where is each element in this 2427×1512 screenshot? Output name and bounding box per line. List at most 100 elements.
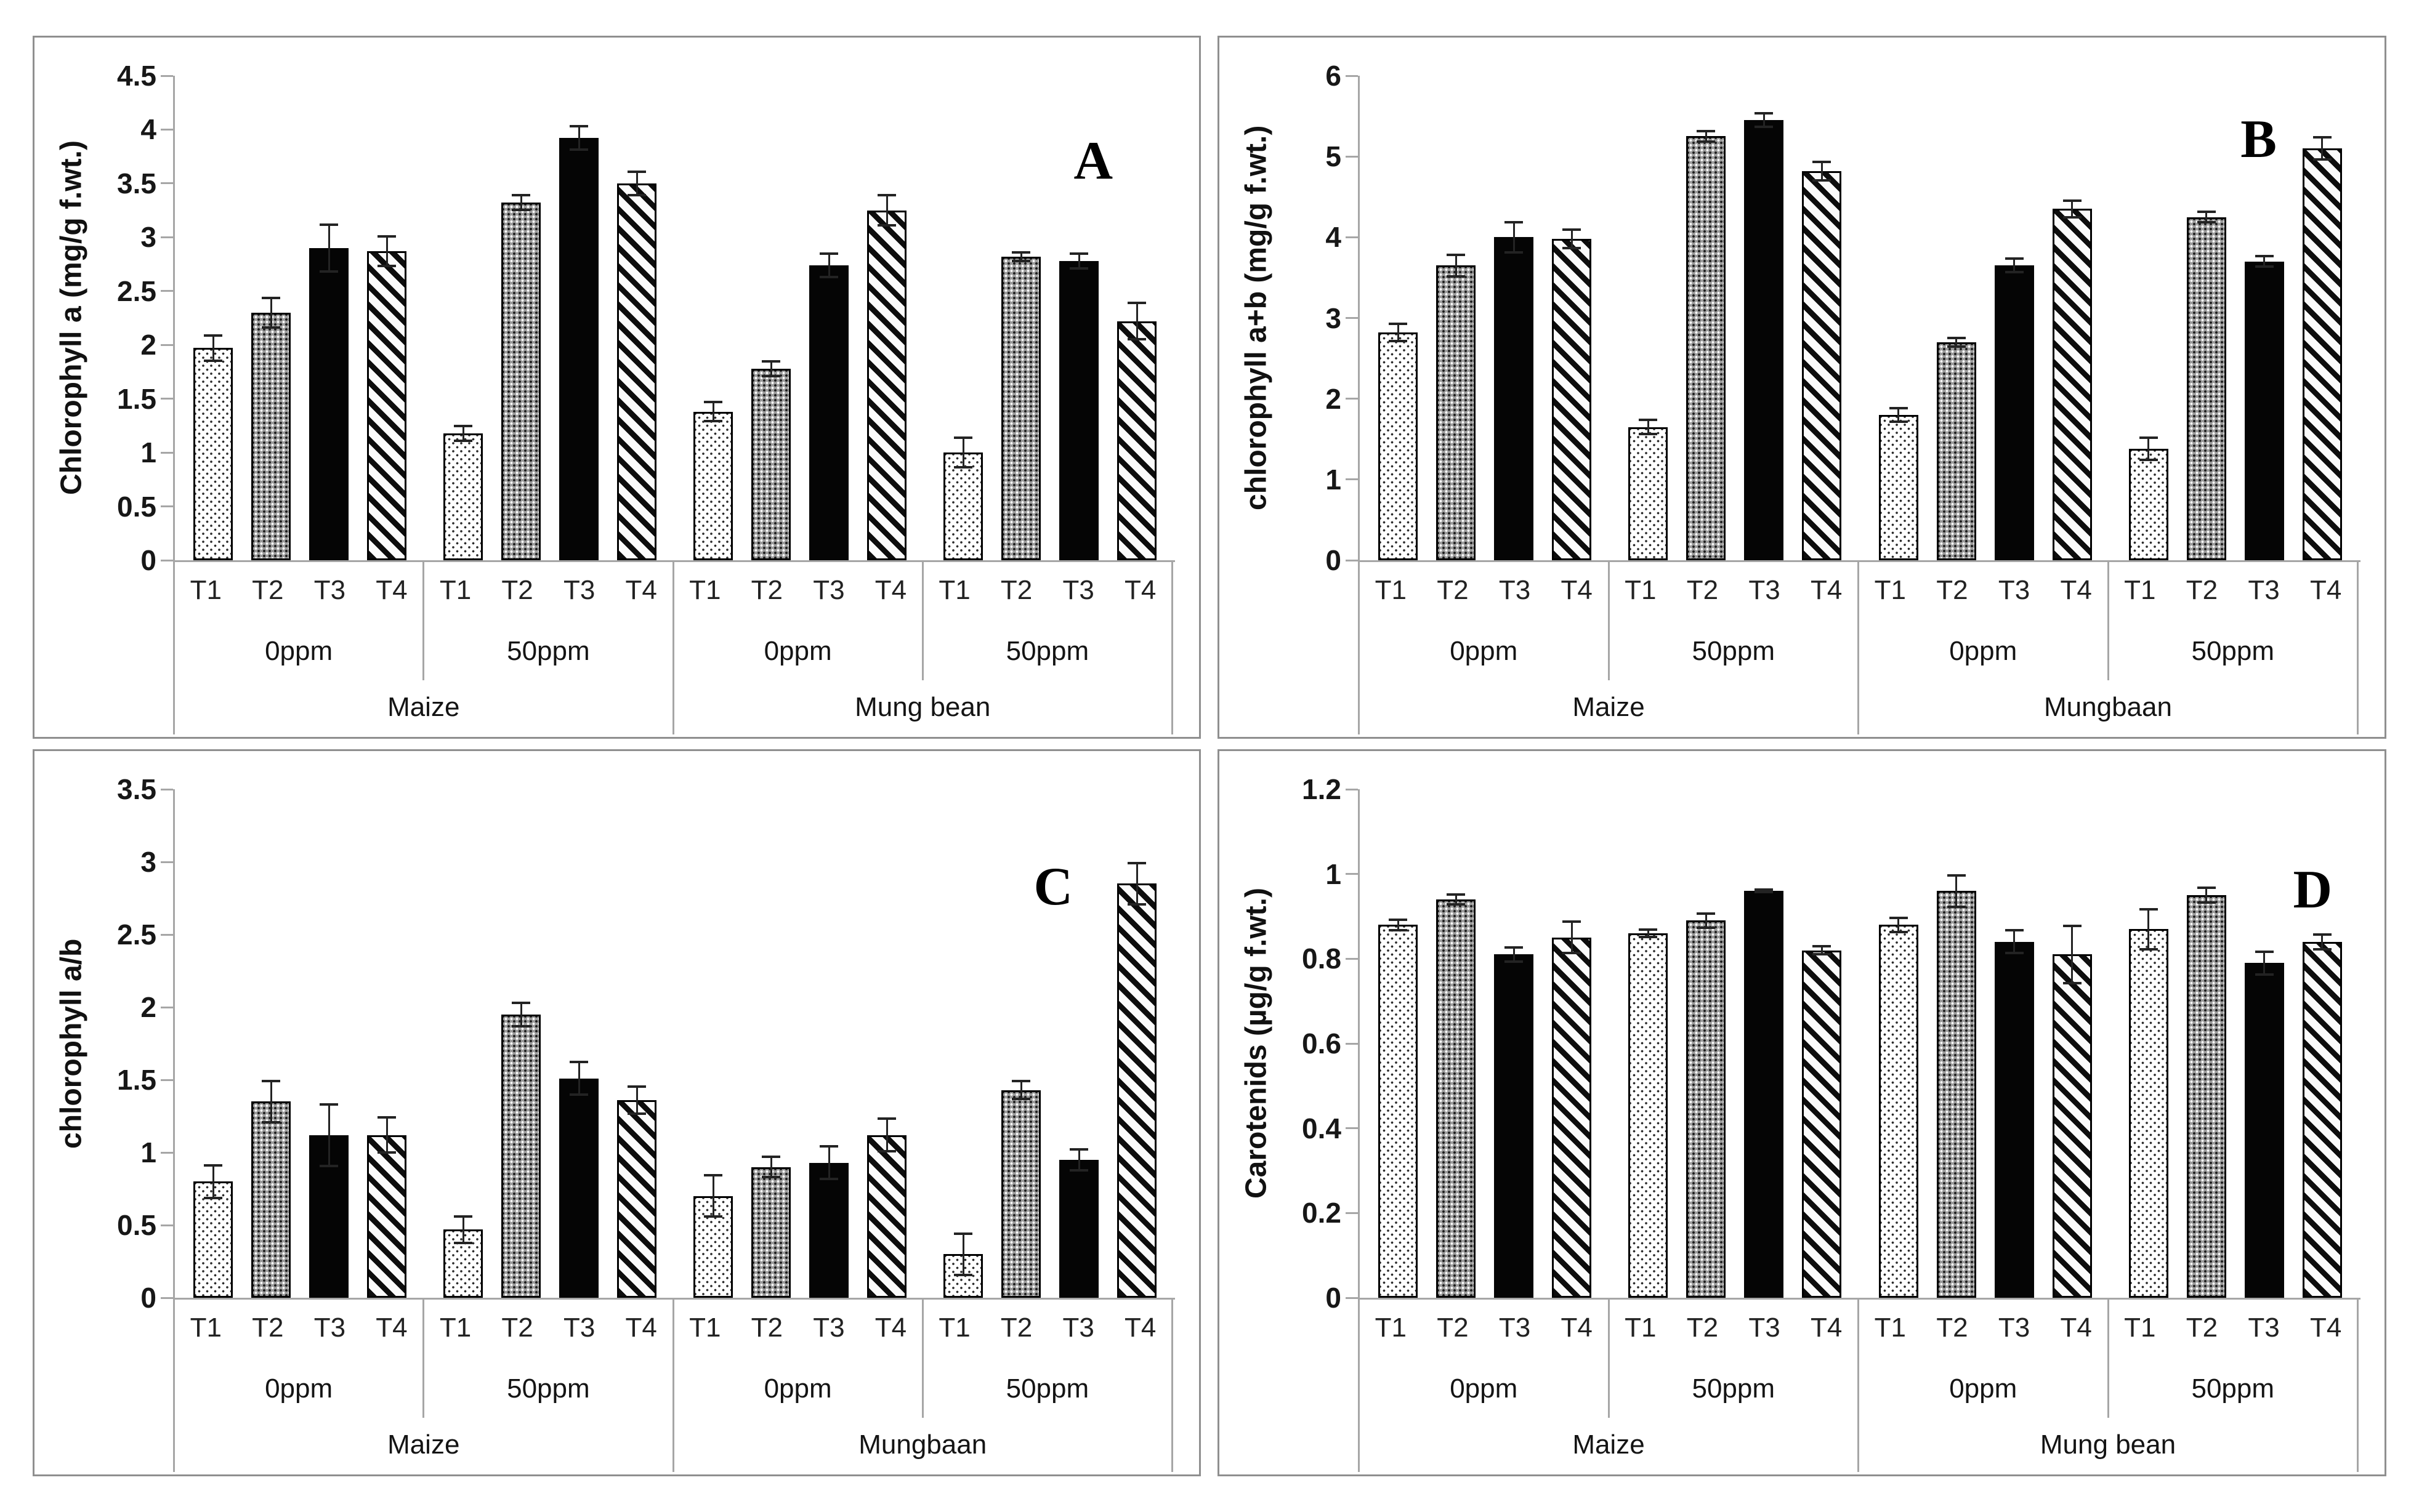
species-label-row: Maize Mungbaan xyxy=(1360,680,2357,734)
dose-label: 50ppm xyxy=(2107,622,2357,680)
treatment-label: T4 xyxy=(376,1313,408,1343)
bar-t1 xyxy=(1878,925,1918,1298)
y-tick-label: 0.6 xyxy=(1302,1027,1341,1060)
error-bar xyxy=(1755,112,1774,129)
bar-t2 xyxy=(1686,136,1726,560)
species-label-row: Maize Mung bean xyxy=(1360,1418,2357,1472)
bar-t1 xyxy=(1878,414,1918,560)
treatment-label: T1 xyxy=(190,575,222,605)
dose-label-row: 0ppm 50ppm 0ppm 50ppm xyxy=(1360,622,2357,680)
bar-slot xyxy=(2052,789,2092,1298)
bar-slot xyxy=(751,76,791,560)
treatment-label: T4 xyxy=(874,575,907,605)
treatment-label: T4 xyxy=(2310,575,2342,605)
treatment-label: T1 xyxy=(190,1313,222,1343)
bar-slot xyxy=(617,76,656,560)
bar-slot xyxy=(1378,76,1418,560)
bar-t3 xyxy=(559,1078,599,1298)
error-bar xyxy=(1012,1080,1030,1101)
bar-t3 xyxy=(1744,120,1784,560)
dose-label: 50ppm xyxy=(422,1359,672,1418)
dose-label: 0ppm xyxy=(672,622,922,680)
y-tick-mark xyxy=(161,1079,173,1081)
bar-t4 xyxy=(1117,883,1157,1298)
error-bar xyxy=(2139,436,2158,462)
panel-b: chlorophyll a+b (mg/g f.wt.) B 0 1 2 3 4 5 6 T1 T2… xyxy=(1218,36,2386,739)
bar-group xyxy=(925,789,1175,1298)
bar-group xyxy=(1860,789,2110,1298)
y-tick-mark xyxy=(1346,1127,1358,1130)
dose-label: 50ppm xyxy=(921,622,1171,680)
treatment-label: T4 xyxy=(2060,575,2092,605)
bar-slot xyxy=(559,789,599,1298)
y-tick-label: 3 xyxy=(1325,302,1341,334)
bar-slot xyxy=(2302,76,2342,560)
species-label: Maize xyxy=(387,692,460,722)
error-bar xyxy=(628,1085,646,1115)
bar-group xyxy=(1360,789,1610,1298)
treatment-label: T2 xyxy=(252,1313,284,1343)
y-tick-label: 1 xyxy=(140,436,156,469)
error-bar xyxy=(1639,928,1658,939)
treatment-label: T2 xyxy=(1686,1313,1719,1343)
bar-t2 xyxy=(1436,265,1476,560)
bar-t2 xyxy=(2186,217,2226,560)
y-tick-mark xyxy=(161,128,173,131)
y-tick-mark xyxy=(161,861,173,863)
bar-group xyxy=(925,76,1175,560)
y-tick-label: 2.5 xyxy=(117,919,156,951)
bar-slot xyxy=(943,789,983,1298)
bar-slot xyxy=(2128,76,2168,560)
bar-slot xyxy=(193,789,233,1298)
panel-letter: D xyxy=(2293,860,2332,920)
y-tick-mark xyxy=(161,182,173,185)
bar-t1 xyxy=(943,452,983,560)
error-bar xyxy=(1812,160,1831,182)
y-tick-mark xyxy=(1346,317,1358,319)
error-bar xyxy=(2255,950,2274,976)
bar-slot xyxy=(1117,76,1157,560)
treatment-label-row: T1 T2 T3 T4 T1 T2 T3 T4 T1 T2 T3 T4 T1 T2 T3 T4 xyxy=(1360,1298,2357,1359)
treatment-label: T4 xyxy=(1811,1313,1843,1343)
bar-slot xyxy=(1878,76,1918,560)
y-axis-title: chlorophyll a/b xyxy=(55,938,88,1149)
y-tick-mark xyxy=(1346,478,1358,481)
treatment-label: T2 xyxy=(1686,575,1719,605)
panel-c: chlorophyll a/b C 0 0.5 1 1.5 2 2.5 3 3.5 T1 T2 T3 T4… xyxy=(33,749,1201,1476)
treatment-label: T2 xyxy=(252,575,284,605)
treatment-label: T4 xyxy=(1561,575,1593,605)
dose-label: 0ppm xyxy=(1857,1359,2107,1418)
y-tick-mark xyxy=(161,398,173,400)
y-tick-mark xyxy=(1346,1297,1358,1299)
error-bar xyxy=(954,436,972,469)
treatment-label: T3 xyxy=(1998,575,2030,605)
treatment-label: T2 xyxy=(501,1313,533,1343)
bar-t3 xyxy=(1744,891,1784,1298)
bar-slot xyxy=(693,76,733,560)
bar-group xyxy=(175,76,425,560)
y-tick-label: 0.5 xyxy=(117,490,156,523)
bar-group xyxy=(675,76,925,560)
error-bar xyxy=(378,1116,396,1154)
y-tick-label: 0 xyxy=(140,544,156,576)
bar-slot xyxy=(1436,76,1476,560)
treatment-label: T1 xyxy=(439,1313,472,1343)
error-bar xyxy=(2005,257,2024,274)
y-tick-mark xyxy=(161,290,173,292)
dose-label: 50ppm xyxy=(921,1359,1171,1418)
bar-slot xyxy=(2186,789,2226,1298)
bar-slot xyxy=(2244,789,2284,1298)
treatment-group: T1 T2 T3 T4 xyxy=(1857,560,2107,622)
y-tick-mark xyxy=(1346,155,1358,158)
bar-slot xyxy=(1378,789,1418,1298)
plot-area: 0 0.2 0.4 0.6 0.8 1 1.2 xyxy=(1302,773,2360,1314)
error-bar xyxy=(1070,252,1088,270)
treatment-label: T3 xyxy=(1062,1313,1094,1343)
species-label: Maize xyxy=(1572,1430,1645,1460)
treatment-label: T4 xyxy=(1561,1313,1593,1343)
bar-t2 xyxy=(251,312,291,560)
treatment-label: T2 xyxy=(1000,575,1033,605)
y-axis-title: Carotenids (µg/g f.wt.) xyxy=(1240,888,1273,1199)
bar-slot xyxy=(367,789,406,1298)
